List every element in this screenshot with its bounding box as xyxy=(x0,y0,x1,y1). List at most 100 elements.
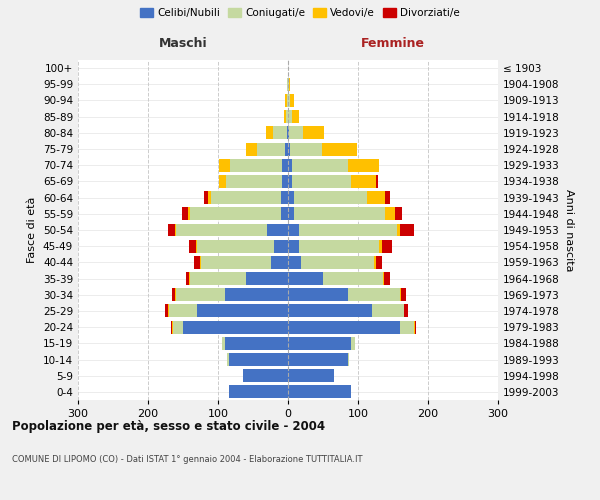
Bar xyxy=(323,272,383,285)
Bar xyxy=(246,142,257,156)
Bar xyxy=(299,240,379,252)
Bar xyxy=(175,288,176,301)
Bar xyxy=(242,369,288,382)
Bar xyxy=(303,126,324,140)
Bar xyxy=(266,126,272,140)
Bar xyxy=(281,191,288,204)
Bar xyxy=(222,337,225,350)
Bar xyxy=(211,191,281,204)
Bar xyxy=(288,369,334,382)
Bar xyxy=(376,256,382,269)
Bar xyxy=(288,353,347,366)
Bar xyxy=(186,272,189,285)
Bar xyxy=(384,272,389,285)
Bar xyxy=(196,240,197,252)
Bar xyxy=(246,272,288,285)
Bar xyxy=(285,94,287,107)
Bar xyxy=(382,240,392,252)
Bar xyxy=(190,272,246,285)
Bar xyxy=(287,94,288,107)
Bar xyxy=(188,208,190,220)
Bar xyxy=(289,126,303,140)
Bar xyxy=(286,110,288,123)
Bar xyxy=(267,224,288,236)
Bar xyxy=(288,337,351,350)
Bar xyxy=(271,256,288,269)
Bar xyxy=(167,224,175,236)
Bar xyxy=(347,353,349,366)
Bar xyxy=(284,142,288,156)
Bar xyxy=(208,191,211,204)
Bar xyxy=(200,256,271,269)
Bar xyxy=(274,240,288,252)
Bar xyxy=(347,288,400,301)
Bar xyxy=(404,304,408,318)
Bar xyxy=(288,94,290,107)
Bar xyxy=(281,208,288,220)
Bar xyxy=(288,175,292,188)
Y-axis label: Fasce di età: Fasce di età xyxy=(28,197,37,263)
Bar xyxy=(257,142,284,156)
Text: Maschi: Maschi xyxy=(158,38,208,51)
Bar xyxy=(400,224,414,236)
Bar xyxy=(171,320,172,334)
Bar xyxy=(168,304,169,318)
Bar xyxy=(227,353,229,366)
Bar xyxy=(172,288,175,301)
Bar xyxy=(288,386,351,398)
Bar xyxy=(288,126,289,140)
Bar xyxy=(230,159,283,172)
Bar xyxy=(172,320,173,334)
Bar xyxy=(284,110,286,123)
Bar xyxy=(401,288,406,301)
Bar xyxy=(288,256,301,269)
Bar xyxy=(385,191,390,204)
Bar xyxy=(220,159,230,172)
Bar xyxy=(288,78,289,91)
Bar xyxy=(283,159,288,172)
Bar xyxy=(288,288,347,301)
Bar xyxy=(292,110,299,123)
Bar xyxy=(292,175,351,188)
Bar xyxy=(347,159,379,172)
Bar xyxy=(292,159,347,172)
Bar xyxy=(414,320,415,334)
Bar xyxy=(288,320,400,334)
Bar xyxy=(397,224,400,236)
Bar xyxy=(166,304,168,318)
Bar xyxy=(301,256,374,269)
Bar xyxy=(176,288,225,301)
Bar xyxy=(182,208,188,220)
Bar xyxy=(288,142,290,156)
Bar xyxy=(322,142,356,156)
Bar xyxy=(283,175,288,188)
Bar xyxy=(197,240,274,252)
Bar xyxy=(288,208,293,220)
Bar xyxy=(379,240,382,252)
Bar xyxy=(175,224,176,236)
Legend: Celibi/Nubili, Coniugati/e, Vedovi/e, Divorziati/e: Celibi/Nubili, Coniugati/e, Vedovi/e, Di… xyxy=(137,5,463,21)
Bar xyxy=(299,224,397,236)
Bar xyxy=(229,353,288,366)
Bar xyxy=(351,337,355,350)
Bar xyxy=(400,288,401,301)
Bar xyxy=(220,175,226,188)
Bar xyxy=(288,272,323,285)
Bar xyxy=(293,191,367,204)
Bar xyxy=(400,320,414,334)
Bar xyxy=(190,208,281,220)
Bar xyxy=(288,191,293,204)
Bar xyxy=(204,191,208,204)
Bar xyxy=(395,208,402,220)
Bar xyxy=(376,175,377,188)
Bar xyxy=(287,78,288,91)
Bar xyxy=(197,304,288,318)
Bar xyxy=(288,224,299,236)
Bar xyxy=(374,256,376,269)
Bar xyxy=(290,94,293,107)
Bar xyxy=(225,288,288,301)
Bar xyxy=(225,337,288,350)
Bar xyxy=(176,224,267,236)
Bar xyxy=(288,110,292,123)
Bar xyxy=(188,240,196,252)
